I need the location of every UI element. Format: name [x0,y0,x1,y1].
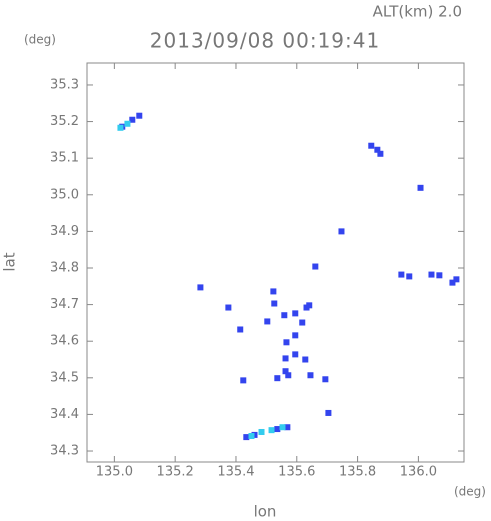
altitude-label: ALT(km) 2.0 [373,3,462,21]
echo-point [312,263,319,270]
x-tick-label: 135.4 [217,465,254,480]
echo-point [240,377,247,384]
y-tick-label: 34.3 [50,444,79,459]
y-unit: (deg) [24,33,56,47]
echo-point [406,273,413,280]
echo-point [284,424,291,431]
echo-point [338,228,345,235]
echo-point [117,124,124,131]
echo-point [274,426,281,433]
echo-point [129,116,136,123]
y-tick-label: 35.1 [50,151,79,166]
echo-point [248,433,255,440]
echo-point [268,427,275,434]
echo-point [258,428,265,435]
plot-frame [86,62,465,463]
echo-point [377,150,384,157]
echo-point [279,424,286,431]
echo-point [374,146,381,153]
echo-point [292,310,299,317]
echo-point [136,112,143,119]
echo-point [264,318,271,325]
echo-point [417,184,424,191]
echo-point [453,276,460,283]
chart-title: 2013/09/08 00:19:41 [150,29,380,53]
y-tick-label: 35.2 [50,114,79,129]
y-tick-label: 34.5 [50,370,79,385]
echo-point [302,356,309,363]
echo-point [282,368,289,375]
echo-point [274,375,281,382]
echo-point [270,288,277,295]
x-tick-label: 135.0 [96,465,133,480]
echo-point [368,142,375,149]
echo-point [436,272,443,279]
echo-point [251,431,258,438]
echo-point [428,271,435,278]
echo-point [197,284,204,291]
y-tick-label: 35.0 [50,187,79,202]
y-tick-label: 34.4 [50,407,79,422]
y-tick-label: 34.7 [50,297,79,312]
echo-point [299,319,306,326]
echo-point [285,372,292,379]
y-axis-label: lat [1,252,19,271]
echo-point [282,355,289,362]
x-axis-label: lon [254,503,277,521]
echo-point [292,351,299,358]
x-tick-label: 135.8 [339,465,376,480]
x-unit: (deg) [454,485,486,499]
echo-point [271,300,278,307]
echo-point [281,312,288,319]
echo-point [225,304,232,311]
echo-point [449,279,456,286]
echo-point [325,409,332,416]
echo-point [124,120,131,127]
echo-point [322,376,329,383]
echo-point [237,326,244,333]
x-tick-label: 135.6 [278,465,315,480]
x-tick-label: 136.0 [400,465,437,480]
y-tick-label: 34.6 [50,334,79,349]
echo-point [283,339,290,346]
echo-point [292,332,299,339]
echo-point [398,271,405,278]
y-tick-label: 34.9 [50,224,79,239]
echo-point [307,372,314,379]
x-tick-label: 135.2 [157,465,194,480]
echo-point [306,302,313,309]
echo-point [243,434,250,441]
y-tick-label: 35.3 [50,77,79,92]
y-tick-label: 34.8 [50,260,79,275]
